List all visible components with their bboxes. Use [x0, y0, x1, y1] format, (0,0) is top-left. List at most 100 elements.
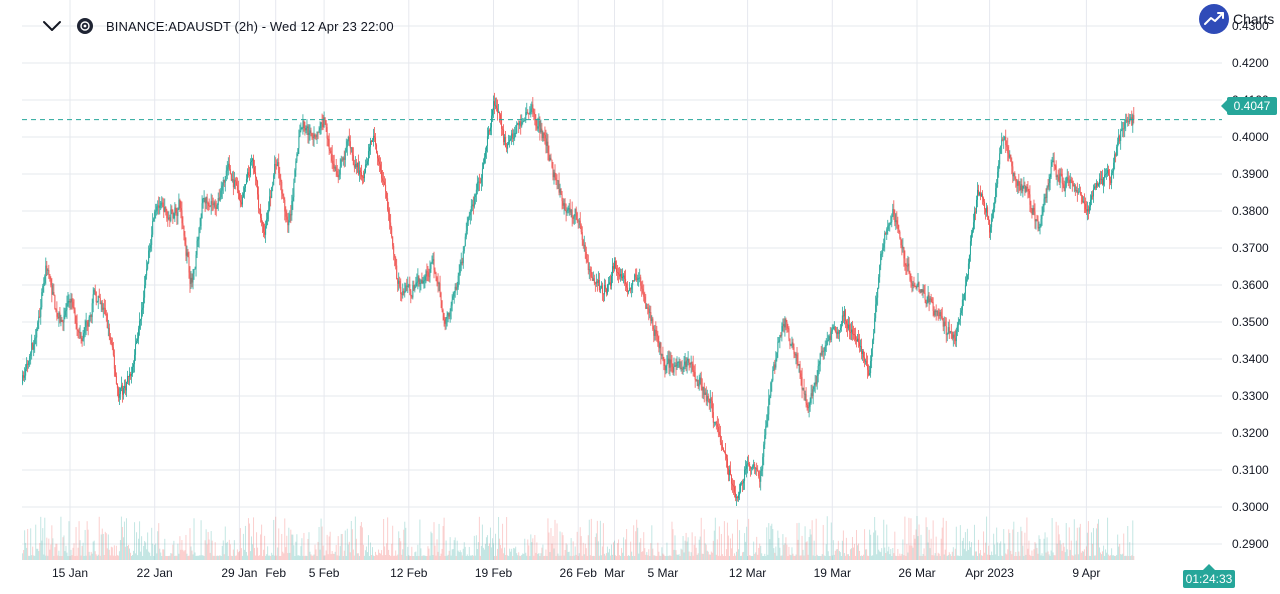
volume-bar [50, 544, 52, 560]
candle-body [561, 194, 563, 202]
candle-body [84, 327, 86, 334]
volume-bar [800, 555, 802, 560]
candle-body [331, 153, 333, 161]
y-tick-label: 0.3200 [1232, 426, 1269, 440]
volume-bar [740, 555, 742, 560]
candle-body [93, 289, 95, 295]
candle-body [1130, 117, 1132, 120]
candle-body [565, 209, 567, 213]
volume-bar [567, 552, 569, 560]
volume-bar [354, 516, 356, 560]
volume-bar [573, 555, 575, 560]
candle-body [257, 180, 259, 195]
volume-bar [1090, 532, 1092, 560]
candle-body [227, 163, 229, 168]
volume-bar [838, 550, 840, 560]
volume-bar [856, 530, 857, 560]
candle-body [98, 295, 100, 298]
volume-bar [463, 542, 465, 560]
volume-bar [787, 555, 789, 560]
candle-body [740, 483, 742, 492]
candle-body [209, 206, 211, 207]
volume-bar [217, 555, 219, 560]
candle-body [46, 265, 48, 271]
volume-bars [22, 516, 1135, 560]
candle-body [382, 178, 384, 181]
volume-bar [627, 555, 629, 560]
candle-body [336, 171, 338, 176]
volume-bar [711, 552, 713, 560]
volume-bar [990, 555, 992, 560]
volume-bar [625, 539, 627, 560]
candle-body [80, 332, 82, 338]
volume-bar [524, 538, 526, 560]
collapse-chevron-icon[interactable] [40, 14, 64, 38]
candle-body [155, 210, 157, 212]
candle-body [919, 292, 921, 293]
candle-body [356, 162, 358, 168]
volume-bar [776, 555, 778, 560]
volume-bar [287, 553, 289, 560]
symbol-settings-icon[interactable] [76, 17, 94, 35]
candle-body [697, 379, 699, 387]
volume-bar [1111, 548, 1113, 560]
volume-bar [701, 553, 703, 560]
volume-bar [817, 555, 819, 560]
candle-body [1062, 183, 1064, 185]
volume-bar [142, 555, 144, 560]
candle-body [533, 112, 535, 115]
volume-bar [1078, 527, 1080, 560]
volume-bar [307, 538, 309, 560]
volume-bar [868, 555, 870, 560]
candle-body [1093, 186, 1095, 189]
volume-bar [658, 551, 660, 560]
candle-body [1102, 178, 1104, 185]
volume-bar [292, 534, 294, 560]
candle-body [994, 201, 996, 208]
candle-body [794, 353, 796, 356]
volume-bar [461, 555, 463, 560]
candle-body [977, 189, 978, 200]
volume-bar [253, 517, 255, 560]
candle-body [816, 375, 818, 385]
volume-bar [957, 555, 959, 560]
candle-body [955, 330, 957, 342]
volume-bar [216, 555, 218, 560]
volume-bar [1039, 538, 1041, 560]
candle-body [526, 112, 528, 113]
volume-bar [220, 555, 222, 560]
price-axis[interactable]: 0.43000.42000.41000.40000.39000.38000.37… [1232, 19, 1269, 551]
candle-body [1056, 175, 1058, 178]
volume-bar [597, 541, 599, 560]
volume-bar [786, 544, 788, 560]
volume-bar [334, 551, 336, 560]
candle-countdown-label: 01:24:33 [1183, 564, 1235, 588]
volume-bar [93, 540, 95, 560]
candle-body [383, 180, 385, 182]
brand-badge[interactable]: Charts [1199, 4, 1274, 34]
candle-body [1039, 227, 1041, 228]
volume-bar [879, 551, 881, 560]
volume-bar [857, 545, 859, 560]
volume-bar [176, 555, 178, 560]
volume-bar [477, 542, 479, 560]
candle-body [803, 387, 805, 395]
volume-bar [1069, 549, 1071, 560]
volume-bar [1028, 540, 1030, 560]
x-tick-label: Mar [604, 566, 625, 580]
candle-body [543, 133, 545, 135]
candle-body [758, 471, 760, 477]
volume-bar [633, 525, 635, 560]
volume-bar [527, 539, 529, 560]
volume-bar [481, 524, 483, 560]
price-candles [22, 92, 1135, 507]
volume-bar [828, 555, 830, 560]
volume-bar [992, 555, 994, 560]
candle-body [273, 175, 275, 186]
volume-bar [778, 537, 780, 560]
volume-bar [511, 548, 513, 560]
time-axis[interactable]: 15 Jan 22 Jan 29 Jan Feb 5 Feb 12 Feb 19 Feb 26… [52, 566, 1100, 580]
candle-body [550, 157, 552, 161]
candle-body [422, 280, 424, 284]
